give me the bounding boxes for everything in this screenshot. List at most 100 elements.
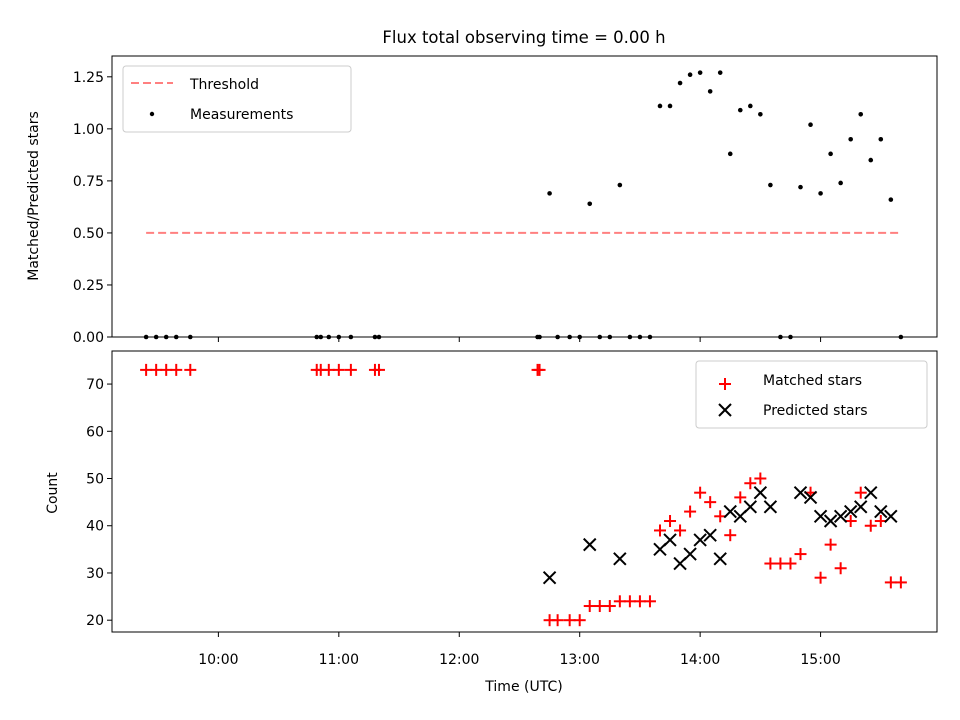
bottom-legend: Matched stars Predicted stars [695, 360, 928, 429]
measurement-point [547, 191, 552, 196]
measurement-point [717, 70, 723, 75]
predicted-star-point [613, 552, 627, 566]
predicted-star-point [884, 509, 898, 524]
x-tick-label: 14:00 [680, 652, 720, 668]
predicted-star-point [663, 533, 677, 547]
bottom-axes-frame [111, 350, 938, 633]
matched-star-point [643, 595, 656, 608]
bottom-x-axis: 10:00 11:00 12:00 13:00 14:00 15:00 [198, 632, 841, 668]
y-tick-label: 50 [86, 472, 104, 488]
legend-measurements-swatch [149, 111, 155, 117]
matched-star-point [824, 538, 837, 551]
top-legend: Threshold Measurements [122, 65, 352, 133]
y-tick-label: 0.00 [73, 330, 104, 346]
top-panel-y-axis-label: Matched/Predicted stars [26, 111, 42, 281]
legend-matched-label: Matched stars [763, 373, 862, 389]
top-legend-box [122, 65, 352, 133]
matched-star-point [704, 496, 717, 509]
matched-star-point [674, 524, 687, 537]
matched-star-point [864, 519, 877, 532]
y-tick-label: 40 [86, 519, 104, 535]
matched-star-point [774, 557, 787, 570]
predicted-star-point [864, 485, 878, 500]
predicted-star-point [793, 485, 808, 500]
legend-matched-swatch [719, 378, 731, 390]
bottom-y-axis: 20 30 40 50 60 70 [86, 377, 112, 629]
measurement-point [868, 157, 874, 163]
bottom-panel-y-axis-label: Count [45, 472, 61, 514]
matched-star-point [724, 529, 737, 542]
matched-star-point [150, 363, 163, 376]
matched-star-point [734, 491, 747, 504]
measurement-point [888, 197, 894, 202]
measurement-point [657, 103, 663, 109]
measurement-point [748, 103, 753, 109]
predicted-star-point [833, 509, 848, 524]
x-tick-label: 13:00 [560, 652, 600, 668]
matched-star-point [694, 486, 707, 499]
bottom-legend-box [695, 360, 928, 429]
measurement-point [878, 136, 884, 142]
matched-star-point [184, 363, 197, 376]
predicted-star-point [723, 504, 737, 519]
y-tick-label: 30 [86, 566, 104, 582]
matched-star-point [754, 472, 767, 485]
bottom-panel-x-axis-label: Time (UTC) [484, 679, 562, 695]
measurement-point [808, 122, 813, 127]
predicted-star-point [693, 533, 707, 547]
matched-star-point [784, 557, 797, 570]
matched-star-point [664, 515, 677, 528]
matched-star-point [372, 363, 385, 376]
measurement-point [707, 89, 713, 94]
measurement-point [848, 136, 853, 142]
measurement-point [687, 72, 693, 78]
matched-star-point [744, 477, 757, 490]
x-tick-label: 11:00 [319, 652, 359, 668]
y-tick-label: 1.25 [73, 70, 104, 86]
matched-star-point [633, 595, 646, 608]
legend-threshold-label: Threshold [189, 77, 259, 93]
top-axes-frame [111, 55, 938, 338]
matched-star-point [332, 363, 345, 376]
predicted-star-point [743, 500, 758, 514]
matched-star-point [160, 363, 173, 376]
top-x-axis [217, 337, 822, 342]
matched-star-point [834, 562, 847, 575]
matched-star-point [551, 614, 564, 627]
y-tick-label: 20 [86, 613, 104, 629]
matched-star-point [593, 600, 606, 613]
matched-star-point [563, 614, 576, 627]
matched-star-point [533, 363, 546, 376]
measurement-point [858, 111, 864, 117]
x-tick-label: 10:00 [198, 652, 238, 668]
measurement-point [617, 182, 623, 188]
measurement-point [798, 184, 803, 190]
predicted-star-point [803, 490, 818, 505]
bottom-plot-area [140, 363, 907, 627]
y-tick-label: 0.50 [73, 226, 104, 242]
measurement-point [667, 103, 673, 109]
matched-star-point [814, 571, 827, 584]
y-tick-label: 0.25 [73, 278, 104, 294]
top-panel-title: Flux total observing time = 0.00 h [382, 28, 665, 47]
measurement-point [727, 151, 733, 157]
x-tick-label: 15:00 [800, 652, 840, 668]
matched-star-point [583, 600, 596, 613]
matched-star-point [684, 505, 697, 518]
star-count-panel: Count Time (UTC) 20 30 40 50 60 70 10:00 11:00… [45, 350, 938, 695]
matched-star-point [764, 557, 777, 570]
legend-predicted-swatch [718, 403, 732, 417]
matched-star-point [613, 595, 626, 608]
matched-star-point [140, 363, 153, 376]
measurement-point [737, 107, 743, 113]
predicted-star-point [854, 500, 868, 514]
y-tick-label: 60 [86, 424, 104, 440]
x-tick-label: 12:00 [439, 652, 479, 668]
legend-predicted-label: Predicted stars [763, 403, 868, 419]
matched-star-point [653, 524, 666, 537]
top-y-axis: 0.00 0.25 0.50 0.75 1.00 1.25 [73, 70, 112, 346]
measurement-point [697, 70, 703, 75]
matched-star-point [322, 363, 335, 376]
matched-star-point [854, 486, 867, 499]
